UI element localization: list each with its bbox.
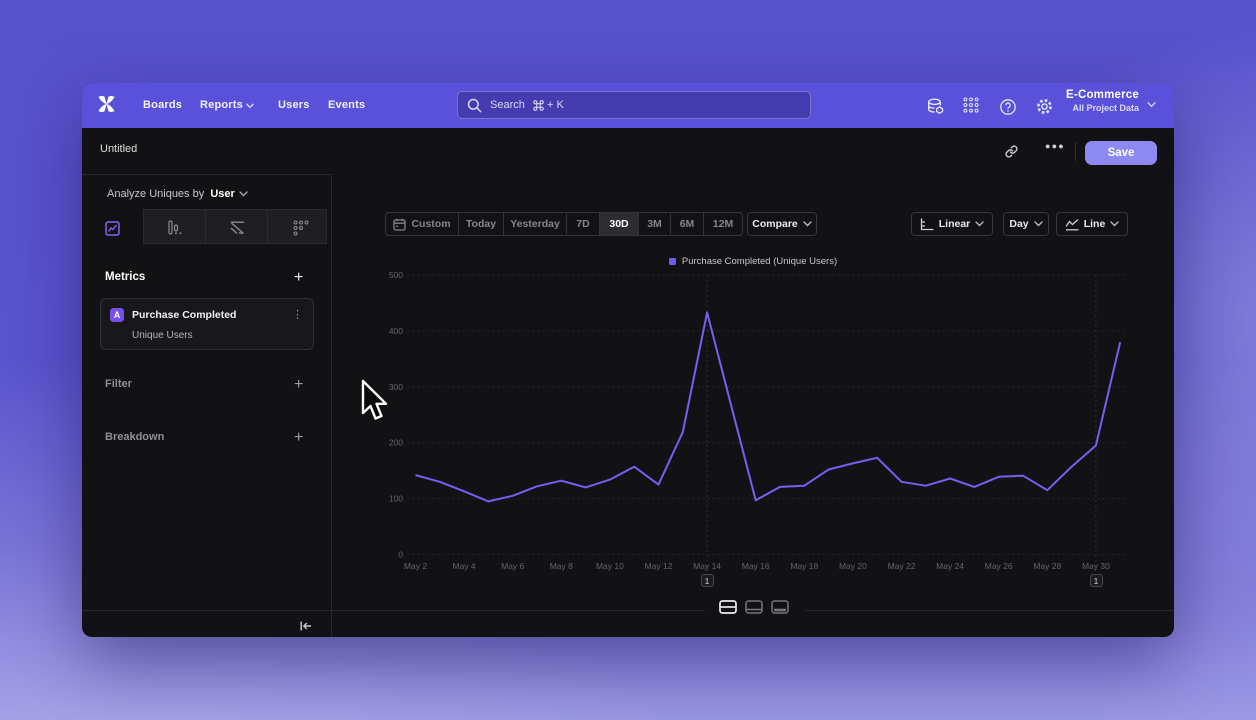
svg-text:May 12: May 12	[645, 561, 673, 571]
svg-text:May 30: May 30	[1082, 561, 1110, 571]
svg-text:0: 0	[398, 550, 403, 560]
svg-text:May 26: May 26	[985, 561, 1013, 571]
svg-text:May 2: May 2	[404, 561, 427, 571]
svg-text:400: 400	[389, 326, 403, 336]
svg-text:May 4: May 4	[453, 561, 476, 571]
svg-text:May 24: May 24	[936, 561, 964, 571]
svg-text:May 18: May 18	[790, 561, 818, 571]
svg-text:100: 100	[389, 494, 403, 504]
svg-text:May 10: May 10	[596, 561, 624, 571]
svg-text:May 22: May 22	[888, 561, 916, 571]
svg-text:May 8: May 8	[550, 561, 573, 571]
svg-text:May 6: May 6	[501, 561, 524, 571]
svg-text:500: 500	[389, 270, 403, 280]
svg-text:300: 300	[389, 382, 403, 392]
svg-text:May 14: May 14	[693, 561, 721, 571]
svg-text:May 28: May 28	[1033, 561, 1061, 571]
svg-text:May 16: May 16	[742, 561, 770, 571]
svg-text:May 20: May 20	[839, 561, 867, 571]
svg-text:200: 200	[389, 438, 403, 448]
